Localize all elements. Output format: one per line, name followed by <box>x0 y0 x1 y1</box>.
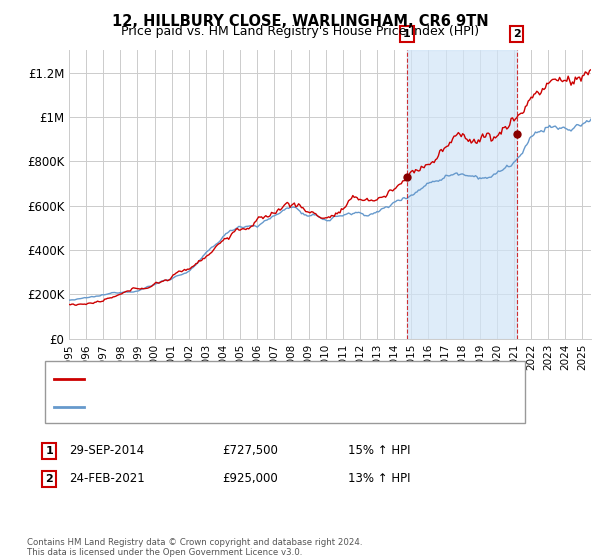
Text: 2: 2 <box>512 29 520 39</box>
Text: 29-SEP-2014: 29-SEP-2014 <box>69 444 144 458</box>
Text: 1: 1 <box>403 29 411 39</box>
Text: HPI: Average price, detached house, Tandridge: HPI: Average price, detached house, Tand… <box>90 402 346 412</box>
Text: 2: 2 <box>46 474 53 484</box>
Bar <box>407 50 517 339</box>
Text: 1: 1 <box>46 446 53 456</box>
Text: 24-FEB-2021: 24-FEB-2021 <box>69 472 145 486</box>
Text: 15% ↑ HPI: 15% ↑ HPI <box>348 444 410 458</box>
Text: £727,500: £727,500 <box>222 444 278 458</box>
Text: 12, HILLBURY CLOSE, WARLINGHAM, CR6 9TN: 12, HILLBURY CLOSE, WARLINGHAM, CR6 9TN <box>112 14 488 29</box>
Text: 13% ↑ HPI: 13% ↑ HPI <box>348 472 410 486</box>
Text: Price paid vs. HM Land Registry's House Price Index (HPI): Price paid vs. HM Land Registry's House … <box>121 25 479 38</box>
Text: Contains HM Land Registry data © Crown copyright and database right 2024.
This d: Contains HM Land Registry data © Crown c… <box>27 538 362 557</box>
Text: £925,000: £925,000 <box>222 472 278 486</box>
Text: 12, HILLBURY CLOSE, WARLINGHAM, CR6 9TN (detached house): 12, HILLBURY CLOSE, WARLINGHAM, CR6 9TN … <box>90 374 440 384</box>
